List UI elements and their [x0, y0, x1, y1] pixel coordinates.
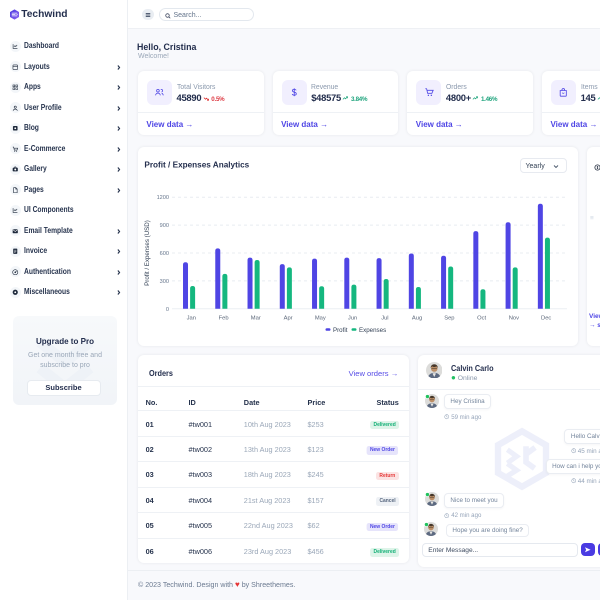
- svg-text:Profit / Expenses (USD): Profit / Expenses (USD): [144, 220, 151, 286]
- svg-text:600: 600: [160, 251, 169, 257]
- svg-text:900: 900: [160, 223, 169, 229]
- svg-text:May: May: [315, 315, 326, 321]
- svg-text:Mar: Mar: [251, 315, 261, 321]
- svg-text:Feb: Feb: [219, 315, 229, 321]
- svg-text:Profit / Expenses Analytics: Profit / Expenses Analytics: [144, 161, 249, 170]
- svg-text:Apr: Apr: [284, 315, 293, 321]
- svg-text:Jun: Jun: [348, 315, 357, 321]
- svg-text:Aug: Aug: [412, 315, 422, 321]
- svg-text:0: 0: [166, 307, 169, 313]
- svg-text:Oct: Oct: [477, 315, 486, 321]
- svg-text:1200: 1200: [157, 195, 169, 201]
- svg-text:Jan: Jan: [187, 315, 196, 321]
- svg-text:Sep: Sep: [444, 315, 454, 321]
- svg-text:Dec: Dec: [541, 315, 551, 321]
- svg-text:Nov: Nov: [509, 315, 519, 321]
- svg-text:Jul: Jul: [381, 315, 388, 321]
- svg-text:300: 300: [160, 279, 169, 285]
- svg-text:Expenses: Expenses: [359, 327, 386, 334]
- svg-text:Profit: Profit: [333, 327, 348, 334]
